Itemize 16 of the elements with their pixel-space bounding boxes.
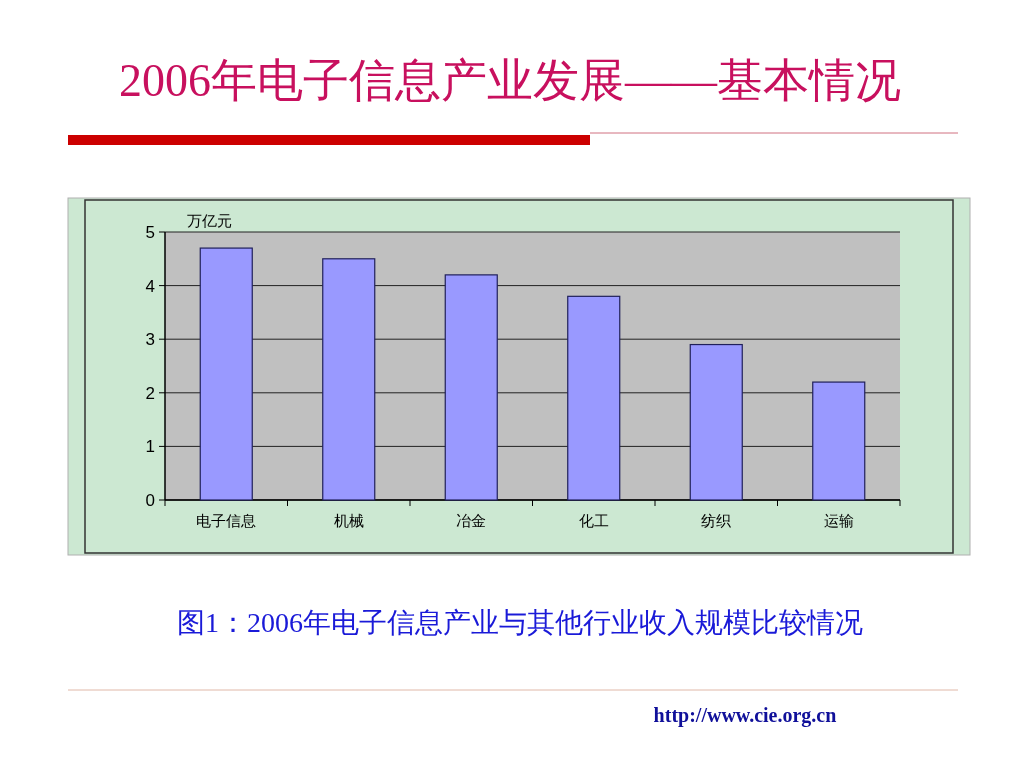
- annotation: http://www.cie.org.cn: [653, 704, 837, 726]
- x-tick-label: 机械: [333, 512, 364, 529]
- title: 2006年电子信息产业发展——基本情况: [119, 55, 901, 106]
- annotation: 图1：2006年电子信息产业与其他行业收入规模比较情况: [177, 607, 863, 638]
- y-tick-label: 4: [145, 276, 155, 296]
- x-tick-label: 冶金: [456, 512, 487, 529]
- y-tick-label: 3: [145, 330, 155, 350]
- y-tick-label: 5: [145, 223, 155, 242]
- y-tick-label: 2: [145, 383, 155, 403]
- x-tick-label: 纺织: [701, 512, 732, 529]
- y-tick-label: 1: [145, 437, 155, 457]
- y-tick-label: 0: [145, 491, 155, 510]
- x-tick-label: 运输: [823, 512, 854, 529]
- y-axis-title: 万亿元: [187, 212, 232, 229]
- x-tick-label: 电子信息: [196, 512, 257, 529]
- x-tick-label: 化工: [578, 512, 609, 529]
